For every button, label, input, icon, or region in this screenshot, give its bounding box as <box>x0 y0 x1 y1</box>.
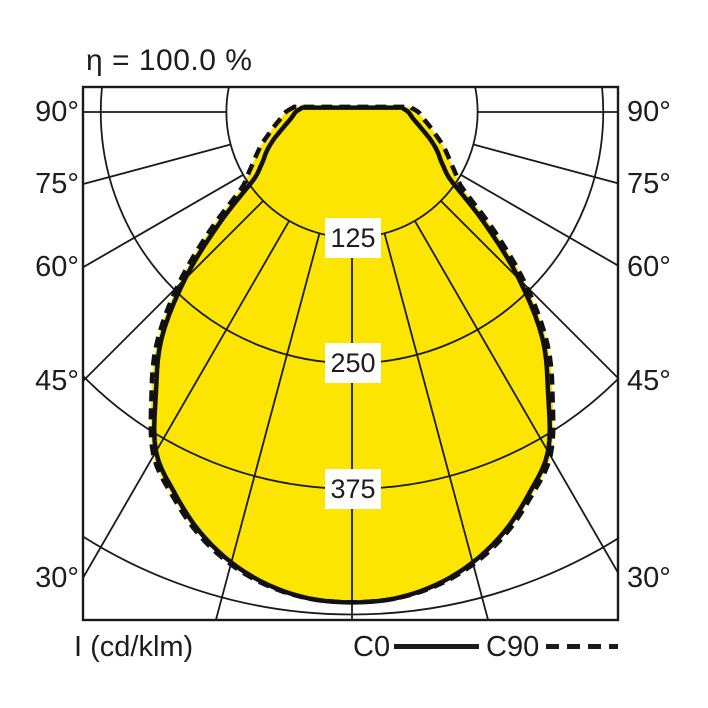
angle-label-right-60: 60° <box>627 251 671 284</box>
grid-radial-15-right <box>383 233 490 620</box>
angle-label-right-30: 30° <box>627 561 671 594</box>
angle-label-left-90: 90° <box>35 96 79 128</box>
efficiency-title: η = 100.0 % <box>86 44 253 77</box>
ring-label-125: 125 <box>325 217 381 258</box>
grid-radial-60-left <box>83 174 244 269</box>
plot-frame <box>81 85 620 622</box>
angle-label-left-75: 75° <box>35 168 79 201</box>
angle-label-left-30: 30° <box>35 561 79 594</box>
grid-radial-45-right <box>440 200 618 380</box>
grid-radial-30-right <box>414 220 618 575</box>
grid-radial-45-left <box>83 200 264 383</box>
angle-label-left-60: 60° <box>35 251 79 284</box>
angle-label-left-45: 45° <box>35 365 79 397</box>
angle-label-right-45: 45° <box>627 365 671 397</box>
ring-label-250: 250 <box>325 343 381 384</box>
grid-radial-30-left <box>83 220 290 580</box>
grid-radial-60-right <box>460 174 618 267</box>
legend-quantity-label: I (cd/klm) <box>74 631 194 663</box>
grid-radial-75-right <box>473 143 618 185</box>
legend-label-c0: C0 <box>353 631 391 663</box>
angle-label-right-75: 75° <box>627 168 671 201</box>
legend-label-c90: C90 <box>486 631 540 663</box>
legend-dashed-line-swatch <box>546 644 618 649</box>
angle-label-right-90: 90° <box>627 96 671 128</box>
legend-solid-line-swatch <box>394 644 479 649</box>
grid-radial-75-left <box>83 143 231 186</box>
ring-label-375: 375 <box>325 468 381 509</box>
grid-radial-15-left <box>214 233 321 620</box>
distribution-curve-c90 <box>148 104 556 605</box>
